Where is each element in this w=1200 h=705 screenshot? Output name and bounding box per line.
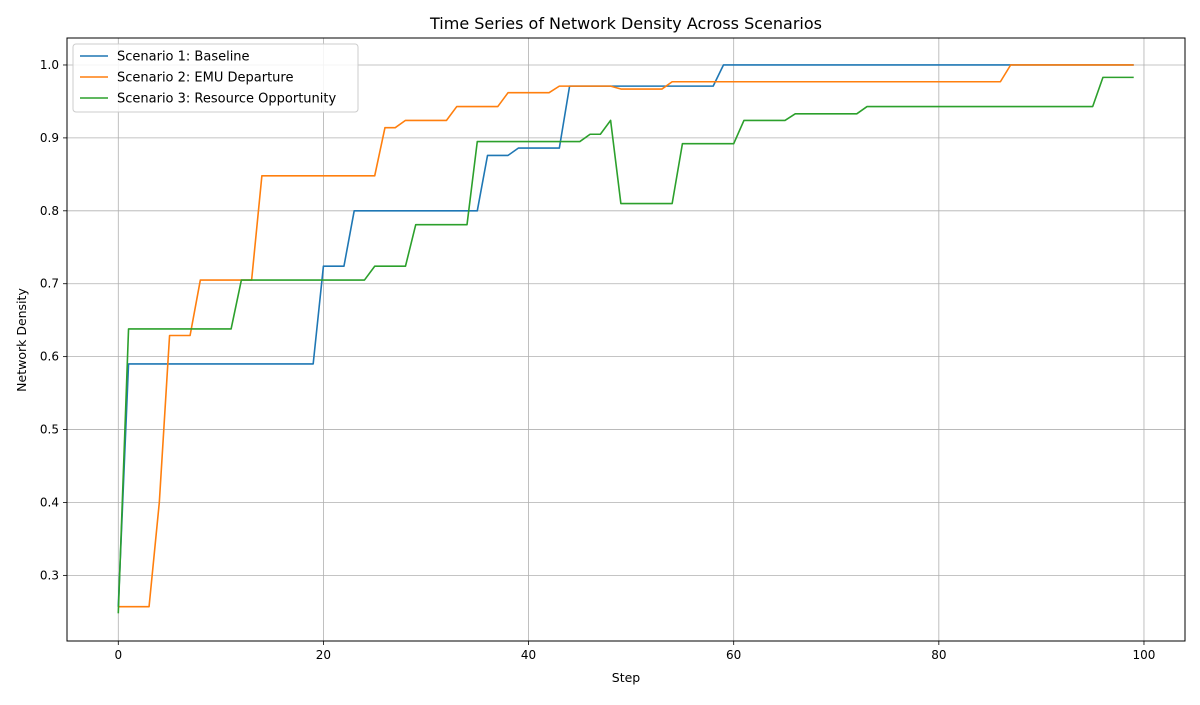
grid: [67, 38, 1185, 641]
y-tick-label: 0.3: [40, 568, 59, 582]
y-axis-label: Network Density: [14, 288, 29, 392]
series-lines: [117, 64, 1134, 614]
chart-title: Time Series of Network Density Across Sc…: [429, 14, 822, 33]
legend-box: [72, 43, 359, 113]
x-tick-label: 100: [1133, 648, 1156, 662]
x-tick-label: 80: [931, 648, 946, 662]
y-tick-label: 0.8: [40, 204, 59, 218]
y-tick-label: 0.9: [40, 131, 59, 145]
series-line-scenario-3: [117, 76, 1134, 614]
y-tick-label: 0.6: [40, 350, 59, 364]
x-tick-label: 0: [114, 648, 122, 662]
legend-label-scenario-3: Scenario 3: Resource Opportunity: [117, 92, 336, 107]
y-tick-label: 0.7: [40, 277, 59, 291]
x-tick-label: 20: [316, 648, 331, 662]
legend-label-scenario-1: Scenario 1: Baseline: [117, 50, 250, 65]
axis-ticks: 0 20 40 60 80 100 0.3 0.4 0.5 0.6 0.7 0.8 0.9 1.0: [40, 58, 1156, 662]
legend: Scenario 1: Baseline Scenario 2: EMU Dep…: [72, 43, 359, 113]
plot-frame: [66, 37, 1186, 642]
y-tick-label: 0.4: [40, 495, 59, 509]
y-tick-label: 1.0: [40, 58, 59, 72]
y-tick-label: 0.5: [40, 423, 59, 437]
x-tick-label: 40: [521, 648, 536, 662]
x-tick-label: 60: [726, 648, 741, 662]
legend-label-scenario-2: Scenario 2: EMU Departure: [117, 71, 293, 86]
series-line-scenario-2: [118, 64, 1134, 608]
x-axis-label: Step: [612, 670, 641, 685]
